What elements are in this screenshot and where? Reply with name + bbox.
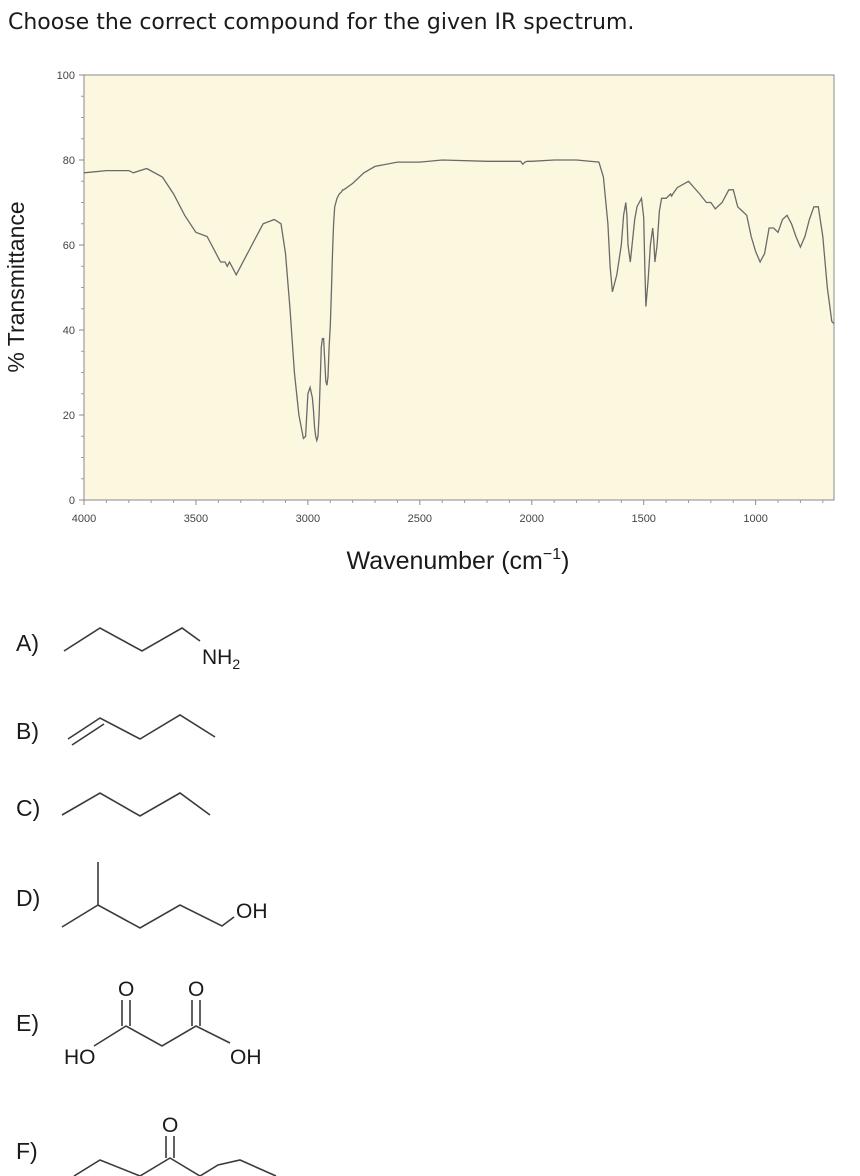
structure-f-o: O	[162, 1114, 178, 1137]
y-tick-label-60: 60	[63, 240, 75, 252]
option-b-label[interactable]: B)	[16, 718, 39, 744]
option-e-label[interactable]: E)	[16, 1010, 39, 1036]
x-tick-label-2000: 2000	[520, 513, 544, 525]
structure-c-chain	[61, 792, 211, 817]
x-tick-label-3500: 3500	[184, 513, 208, 525]
structure-d-oh: OH	[236, 900, 268, 923]
y-tick-label-0: 0	[69, 495, 75, 507]
option-a-label[interactable]: A)	[16, 630, 39, 656]
structure-a-chain	[63, 627, 201, 652]
x-tick-label-4000: 4000	[72, 513, 96, 525]
y-axis-label: % Transmittance	[3, 201, 29, 372]
structure-e-oh: OH	[230, 1046, 262, 1069]
y-tick-label-80: 80	[63, 155, 75, 167]
plot-background	[83, 74, 835, 501]
structure-e-chain	[93, 1025, 231, 1047]
axis-ticks: 4000 3500 3000 2500 2000 1500 1000 0 20 40 60 80 100	[57, 70, 824, 525]
question-text: Choose the correct compound for the give…	[8, 10, 635, 35]
ir-spectrum-chart: 4000 3500 3000 2500 2000 1500 1000 0 20 40 60 80 100…	[3, 70, 835, 575]
structure-b-chain	[67, 714, 216, 740]
x-tick-label-1500: 1500	[631, 513, 655, 525]
x-tick-label-2500: 2500	[408, 513, 432, 525]
option-d-label[interactable]: D)	[16, 885, 41, 911]
structure-e-o-right: O	[188, 978, 204, 1001]
structure-a-nh2: NH2	[202, 646, 240, 672]
spectrum-line	[83, 159, 835, 443]
structure-b-double-bond	[71, 723, 105, 746]
structure-d-chain	[61, 904, 235, 929]
y-tick-label-100: 100	[57, 70, 75, 82]
option-f-label[interactable]: F)	[16, 1138, 38, 1164]
x-tick-label-1000: 1000	[743, 513, 767, 525]
y-tick-label-20: 20	[63, 410, 75, 422]
structure-e-o-left: O	[118, 978, 134, 1001]
y-tick-label-40: 40	[63, 325, 75, 337]
structure-f-chain	[73, 1157, 277, 1176]
option-c-label[interactable]: C)	[16, 795, 41, 821]
structure-e-ho: HO	[64, 1046, 96, 1069]
structures-area: NH2 OH O O HO OH O	[61, 627, 277, 1176]
x-tick-label-3000: 3000	[296, 513, 320, 525]
x-axis-label: Wavenumber (cm−1)	[347, 546, 570, 575]
